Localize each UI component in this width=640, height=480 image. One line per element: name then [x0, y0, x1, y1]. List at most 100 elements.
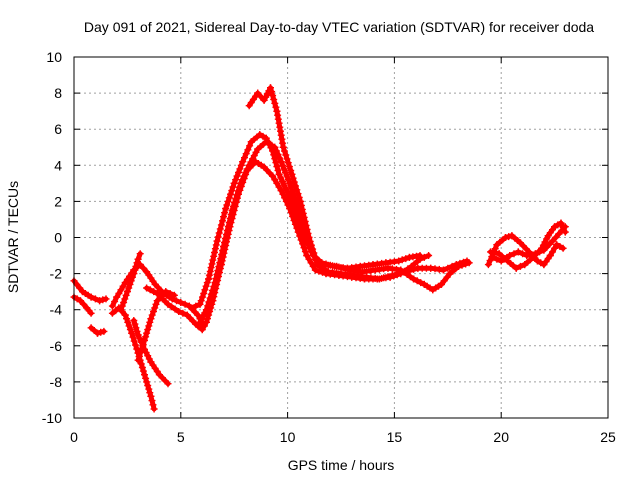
- data-point-marker: [225, 194, 233, 202]
- data-point-marker: [132, 324, 140, 332]
- data-point-marker: [215, 229, 223, 237]
- data-point-marker: [143, 284, 151, 292]
- data-point-marker: [121, 295, 129, 303]
- data-point-marker: [290, 178, 298, 186]
- series-track-8: [134, 288, 178, 364]
- data-point-marker: [289, 191, 297, 199]
- data-point-marker: [440, 266, 447, 274]
- data-point-marker: [194, 311, 202, 319]
- data-point-marker: [393, 270, 400, 278]
- data-point-marker: [228, 187, 236, 195]
- data-point-marker: [269, 172, 277, 180]
- data-point-marker: [514, 248, 522, 256]
- data-point-marker: [146, 318, 154, 326]
- data-point-marker: [279, 178, 286, 185]
- data-point-marker: [268, 88, 276, 96]
- data-point-marker: [143, 378, 151, 386]
- data-point-marker: [510, 250, 518, 258]
- data-point-marker: [222, 205, 230, 213]
- data-point-marker: [238, 176, 246, 184]
- data-point-marker: [94, 329, 101, 337]
- data-point-marker: [262, 93, 270, 101]
- y-axis-ticks: -10 -8 -6 -4 -2 0 2 4 6 8 10: [42, 49, 608, 426]
- data-point-marker: [220, 213, 227, 221]
- data-point-marker: [288, 170, 296, 178]
- data-point-marker: [410, 275, 418, 283]
- data-point-marker: [210, 283, 218, 290]
- y-tick-label: -4: [50, 302, 63, 318]
- data-point-marker: [272, 103, 280, 111]
- data-point-marker: [224, 223, 232, 230]
- data-point-marker: [144, 326, 152, 334]
- x-tick-label: 25: [600, 429, 616, 445]
- data-point-marker: [220, 243, 227, 250]
- data-point-marker: [552, 234, 560, 241]
- data-point-marker: [232, 176, 240, 184]
- data-point-marker: [546, 252, 554, 259]
- data-point-marker: [307, 259, 315, 267]
- data-point-marker: [199, 293, 206, 301]
- series-track-15: [487, 219, 569, 272]
- data-point-marker: [283, 155, 291, 163]
- data-point-marker: [314, 261, 321, 269]
- x-tick-label: 5: [177, 429, 185, 445]
- data-point-marker: [505, 233, 513, 241]
- data-point-marker: [223, 201, 231, 209]
- data-point-marker: [149, 401, 157, 409]
- data-point-marker: [561, 228, 569, 236]
- data-point-marker: [175, 308, 183, 315]
- data-point-marker: [272, 147, 280, 155]
- series-track-11: [194, 138, 473, 330]
- y-tick-label: -6: [50, 338, 63, 354]
- data-point-marker: [150, 288, 158, 296]
- data-point-marker: [129, 273, 136, 281]
- data-point-marker: [463, 257, 471, 265]
- data-point-marker: [214, 267, 222, 275]
- y-tick-label: 0: [54, 230, 62, 246]
- data-point-marker: [523, 252, 531, 259]
- data-point-marker: [233, 191, 241, 199]
- data-point-marker: [87, 293, 95, 301]
- data-point-marker: [203, 279, 211, 287]
- data-point-marker: [305, 255, 313, 263]
- data-point-marker: [206, 267, 214, 275]
- data-point-marker: [226, 214, 234, 222]
- data-point-marker: [315, 267, 323, 275]
- data-point-marker: [115, 290, 123, 297]
- data-point-marker: [219, 247, 227, 254]
- data-point-marker: [271, 143, 279, 151]
- data-point-marker: [126, 326, 134, 334]
- data-point-marker: [223, 227, 231, 234]
- data-point-marker: [142, 333, 150, 341]
- data-point-marker: [99, 296, 107, 304]
- data-point-marker: [246, 142, 254, 150]
- data-point-marker: [292, 199, 300, 207]
- data-point-marker: [211, 245, 219, 253]
- data-point-marker: [197, 297, 205, 305]
- data-point-marker: [388, 271, 396, 279]
- data-point-marker: [240, 172, 248, 180]
- data-point-marker: [291, 195, 299, 203]
- data-point-marker: [487, 248, 494, 256]
- data-point-marker: [137, 360, 145, 368]
- data-point-marker: [230, 179, 238, 187]
- data-point-marker: [202, 318, 210, 326]
- data-point-marker: [134, 255, 142, 263]
- data-point-marker: [241, 154, 248, 162]
- data-point-marker: [218, 251, 226, 258]
- data-point-marker: [117, 286, 125, 294]
- data-point-marker: [143, 329, 151, 337]
- data-point-marker: [280, 181, 288, 189]
- data-point-marker: [280, 165, 288, 173]
- x-tick-label: 15: [387, 429, 403, 445]
- data-point-marker: [321, 265, 329, 273]
- data-point-marker: [296, 197, 304, 205]
- data-point-marker: [397, 269, 405, 277]
- data-point-marker: [484, 261, 492, 269]
- data-point-marker: [150, 308, 157, 315]
- series-track-12: [245, 84, 471, 283]
- data-point-marker: [232, 195, 240, 203]
- data-point-marker: [380, 274, 388, 282]
- data-point-marker: [207, 264, 215, 272]
